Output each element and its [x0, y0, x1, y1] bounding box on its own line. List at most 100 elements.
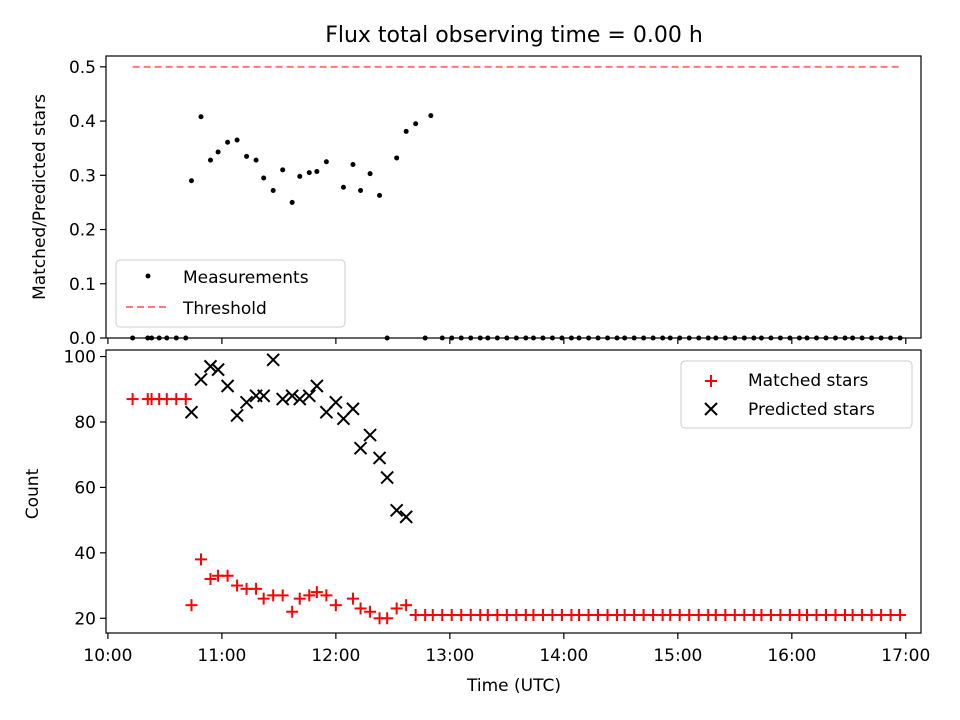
measurement-point — [207, 157, 213, 163]
measurement-point — [323, 159, 329, 165]
y-tick-label: 0.5 — [69, 58, 96, 78]
x-tick-label: 17:00 — [881, 646, 930, 666]
predicted-star-point — [310, 379, 324, 393]
predicted-star-point — [329, 395, 343, 410]
predicted-star-point — [353, 441, 368, 455]
predicted-star-point — [211, 362, 225, 377]
measurement-point — [215, 149, 221, 155]
predicted-star-stroke-b — [184, 405, 199, 419]
matched-star-point — [276, 589, 289, 602]
matched-star-point — [381, 612, 394, 625]
predicted-star-stroke-b — [266, 353, 280, 367]
measurement-point — [394, 155, 400, 161]
measurement-point — [270, 187, 276, 193]
predicted-star-stroke-b — [329, 395, 343, 410]
predicted-star-point — [293, 392, 307, 406]
predicted-star-stroke-b — [346, 402, 360, 416]
predicted-star-point — [275, 392, 290, 406]
measurement-point — [261, 175, 267, 181]
predicted-star-stroke-b — [239, 395, 254, 410]
matched-star-point — [221, 569, 234, 582]
predicted-star-point — [239, 395, 254, 410]
legend-box-count — [680, 360, 913, 429]
matched-star-point — [286, 605, 299, 618]
measurement-point — [188, 178, 194, 184]
figure-title: Flux total observing time = 0.00 h — [325, 23, 703, 48]
panel-count: Count Time (UTC) 20 40 60 80 100 10:00 11:00 1… — [23, 348, 930, 696]
predicted-star-stroke-b — [302, 389, 316, 403]
predicted-star-point — [184, 405, 199, 419]
matched-star-point — [204, 573, 217, 586]
predicted-star-stroke-b — [220, 379, 235, 393]
predicted-star-stroke-b — [389, 503, 404, 518]
y-tick-label: 0.2 — [69, 221, 96, 241]
predicted-star-point — [399, 510, 413, 524]
predicted-star-stroke-b — [285, 389, 299, 403]
measurement-point — [289, 199, 295, 205]
matched-star-point — [364, 605, 377, 618]
matched-star-point — [400, 599, 413, 612]
measurement-point — [244, 153, 250, 159]
matched-star-point — [346, 592, 359, 605]
y-axis-label-ratio: Matched/Predicted stars — [30, 94, 50, 300]
predicted-star-stroke-b — [310, 379, 324, 393]
y-tick-label: 0.3 — [69, 166, 96, 186]
y-tick-label: 20 — [74, 609, 96, 629]
predicted-star-point — [266, 353, 280, 367]
predicted-star-point — [302, 389, 316, 403]
y-tick-label: 80 — [74, 413, 96, 433]
predicted-star-point — [220, 379, 235, 393]
legend-label-predicted-stars: Predicted stars — [748, 400, 875, 420]
x-tick-label: 11:00 — [197, 646, 246, 666]
predicted-star-point — [380, 470, 394, 485]
predicted-star-stroke-b — [203, 359, 218, 374]
legend-marker-predicted-stars — [704, 402, 718, 416]
measurement-point — [198, 114, 204, 120]
measurement-point — [306, 170, 312, 176]
x-tick-label: 12:00 — [311, 646, 360, 666]
measurement-point — [428, 113, 434, 119]
matched-star-point — [126, 393, 139, 406]
y-axis-label-count: Count — [23, 468, 43, 519]
legend-marker-measurements — [145, 273, 151, 279]
plot-frame-count — [105, 349, 922, 634]
y-tick-label: 60 — [74, 478, 96, 498]
matched-star-point — [231, 579, 244, 592]
measurement-point — [340, 184, 346, 190]
predicted-star-point — [285, 389, 299, 403]
legend-box-ratio — [115, 259, 346, 328]
measurement-point — [234, 137, 240, 143]
legend-label-threshold: Threshold — [182, 299, 267, 319]
measurement-point — [280, 167, 286, 173]
matched-star-point — [185, 599, 198, 612]
predicted-star-point — [256, 389, 271, 403]
measurement-point — [253, 157, 259, 163]
y-tick-label: 0.4 — [69, 112, 96, 132]
y-tick-label: 100 — [64, 348, 96, 368]
predicted-stars-series — [184, 353, 413, 524]
predicted-star-stroke-b — [194, 372, 208, 387]
matched-star-point — [194, 553, 207, 566]
predicted-star-stroke-b — [275, 392, 290, 406]
y-ticks-count: 20 40 60 80 100 — [64, 348, 106, 629]
matched-star-point — [329, 599, 342, 612]
predicted-star-stroke-b — [353, 441, 368, 455]
predicted-star-point — [389, 503, 404, 518]
predicted-star-stroke-b — [363, 428, 377, 442]
y-tick-label: 40 — [74, 544, 96, 564]
x-ticks-count: 10:00 11:00 12:00 13:00 14:00 15:00 16:00 17:00 — [83, 633, 930, 666]
measurement-point — [297, 173, 303, 179]
legend-label-measurements: Measurements — [183, 268, 309, 288]
predicted-star-point — [363, 428, 377, 442]
plot-frame-ratio — [105, 55, 922, 339]
x-axis-label: Time (UTC) — [466, 676, 561, 696]
predicted-star-stroke-b — [293, 392, 307, 406]
predicted-star-point — [203, 359, 218, 374]
predicted-star-stroke-b — [230, 408, 244, 423]
predicted-star-stroke-b — [399, 510, 413, 524]
y-tick-label: 0.0 — [69, 329, 96, 349]
x-tick-label: 10:00 — [83, 646, 132, 666]
legend-ratio: Measurements Threshold — [115, 259, 346, 328]
predicted-star-stroke-b — [256, 389, 271, 403]
